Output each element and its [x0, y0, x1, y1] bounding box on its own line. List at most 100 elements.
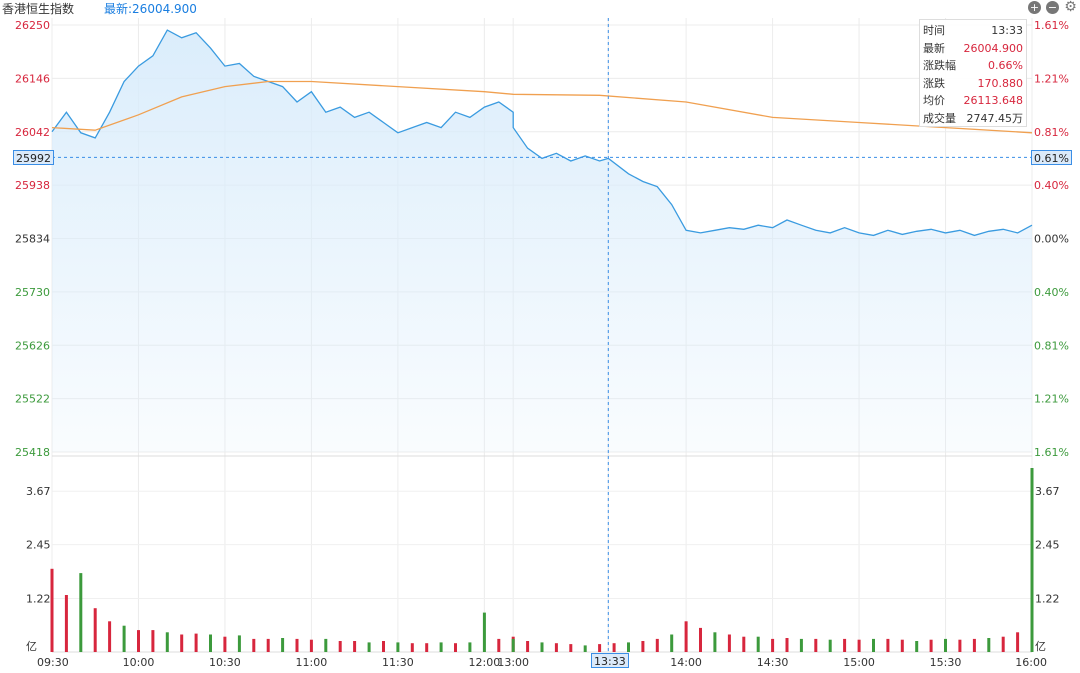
volume-bar: [122, 625, 126, 652]
volume-bar: [338, 641, 342, 652]
volume-bar: [425, 643, 429, 652]
volume-bar: [612, 643, 616, 652]
volume-bar: [295, 638, 299, 652]
x-tick-label: 14:30: [757, 656, 789, 669]
tooltip-value: 2747.45万: [966, 111, 1024, 125]
volume-tick-label-right: 亿: [1035, 640, 1046, 653]
tooltip-row: 最新 26004.900: [923, 40, 1023, 58]
volume-bar: [857, 639, 861, 652]
tooltip-label: 涨跌幅: [923, 59, 956, 72]
volume-bar: [1016, 632, 1020, 652]
volume-bar: [958, 639, 962, 652]
volume-bar: [540, 642, 544, 652]
y-tick-label: 25626: [15, 339, 50, 352]
volume-bar: [972, 638, 976, 652]
volume-bar: [727, 634, 731, 652]
volume-bar: [598, 644, 602, 652]
y-right-tick-label: 0.00%: [1034, 233, 1069, 246]
volume-bar: [872, 638, 875, 652]
y-right-tick-label: 1.61%: [1034, 446, 1069, 459]
y-right-tick-label: 1.21%: [1034, 393, 1069, 406]
tooltip-value: 26113.648: [963, 94, 1024, 107]
tooltip-row: 时间 13:33: [923, 22, 1023, 40]
volume-bar: [771, 638, 775, 652]
tooltip-value: 26004.900: [963, 41, 1024, 55]
x-tick-label: 16:00: [1015, 656, 1047, 669]
volume-bar: [699, 627, 702, 652]
volume-bar: [108, 621, 112, 652]
volume-bar: [785, 638, 789, 652]
volume-bar: [814, 638, 818, 652]
volume-bar: [554, 643, 558, 652]
volume-bar: [944, 638, 947, 652]
tooltip-row: 涨跌 170.880: [923, 75, 1023, 93]
volume-bar: [482, 612, 486, 652]
volume-bar: [266, 638, 270, 652]
volume-bar: [93, 608, 97, 652]
volume-bar: [886, 638, 890, 652]
volume-bar: [713, 632, 717, 652]
x-tick-label: 15:00: [843, 656, 875, 669]
volume-bar: [915, 641, 919, 652]
volume-bar: [497, 638, 501, 652]
price-area: [52, 30, 1032, 452]
tooltip-label: 涨跌: [923, 76, 945, 90]
volume-bar: [237, 635, 241, 652]
volume-bar: [900, 639, 904, 652]
tooltip-value: 170.880: [977, 76, 1024, 90]
volume-tick-label: 亿: [26, 640, 37, 653]
tooltip-row: 成交量 2747.45万: [923, 110, 1023, 128]
x-tick-label: 14:00: [670, 656, 702, 669]
latest-price: 最新:26004.900: [104, 2, 197, 16]
crosshair-time-label: 13:33: [591, 653, 629, 668]
volume-bar: [684, 621, 688, 652]
minus-circle-icon[interactable]: −: [1046, 1, 1059, 14]
volume-bar: [396, 642, 400, 652]
chart-header: 香港恒生指数 最新:26004.900 + − ⚙: [0, 0, 1080, 16]
average-line: [51, 80, 1033, 134]
volume-bar: [627, 642, 630, 652]
x-tick-label: 10:00: [123, 656, 155, 669]
volume-bar: [987, 638, 991, 652]
volume-bar: [1030, 468, 1034, 652]
volume-bar: [1001, 636, 1005, 652]
volume-bar: [526, 641, 530, 652]
volume-bar: [324, 638, 328, 652]
volume-bar: [50, 568, 54, 652]
volume-bar: [670, 634, 674, 652]
volume-bar: [742, 636, 746, 652]
volume-bar: [309, 639, 313, 652]
volume-tick-label-right: 3.67: [1035, 485, 1060, 498]
volume-bar: [252, 638, 256, 652]
volume-bar: [454, 643, 457, 652]
x-tick-label: 15:30: [930, 656, 962, 669]
x-tick-label: 11:00: [296, 656, 328, 669]
volume-tick-label-right: 2.45: [1035, 539, 1060, 552]
volume-bar: [223, 636, 227, 652]
volume-bar: [439, 642, 443, 652]
crosshair-percent-label: 0.61%: [1031, 150, 1072, 165]
volume-tick-label: 1.22: [26, 593, 51, 606]
volume-bar: [165, 632, 169, 652]
tooltip-label: 最新: [923, 41, 945, 55]
volume-bar: [79, 573, 83, 652]
plus-circle-icon[interactable]: +: [1028, 1, 1041, 14]
volume-bar: [929, 639, 933, 652]
volume-bar: [641, 641, 645, 652]
volume-bar: [583, 645, 587, 652]
y-right-tick-label: 0.40%: [1034, 286, 1069, 299]
y-tick-label: 25834: [15, 233, 50, 246]
y-tick-label: 25730: [15, 286, 50, 299]
volume-bar: [828, 639, 832, 652]
volume-bar: [382, 641, 385, 652]
volume-bar: [655, 638, 659, 652]
volume-bar: [64, 595, 68, 652]
gear-icon[interactable]: ⚙: [1064, 0, 1077, 15]
volume-bar: [209, 634, 212, 652]
chart-title: 香港恒生指数: [2, 2, 75, 16]
y-tick-label: 26250: [15, 19, 50, 32]
y-tick-label: 25938: [15, 179, 50, 192]
data-tooltip: 时间 13:33 最新 26004.900 涨跌幅 0.66% 涨跌 170.880 均价 261…: [919, 19, 1027, 127]
crosshair-price-label: 25992: [13, 150, 54, 165]
